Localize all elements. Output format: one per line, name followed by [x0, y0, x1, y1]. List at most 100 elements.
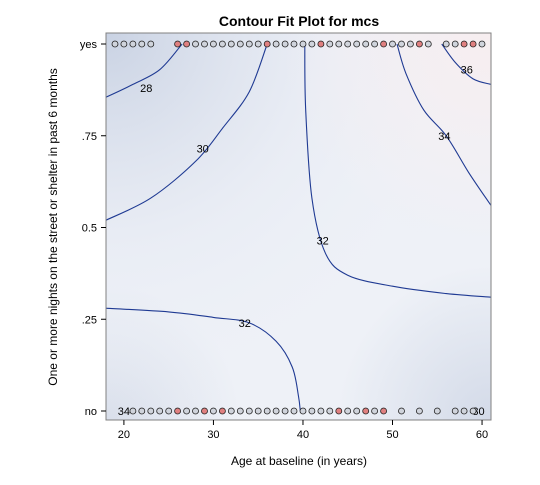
observation-marker-no — [254, 407, 262, 415]
observation-marker-yes — [460, 40, 468, 48]
observation-marker-yes — [209, 40, 217, 48]
observation-marker-no — [165, 407, 173, 415]
observation-marker-yes — [138, 40, 146, 48]
observation-marker-no — [263, 407, 271, 415]
contour-line-34 — [396, 43, 491, 206]
observation-marker-no — [201, 407, 208, 415]
contour-lines — [106, 43, 491, 412]
observation-marker-no — [192, 407, 199, 415]
y-tick-label: .25 — [82, 314, 97, 326]
observation-marker-no — [460, 407, 468, 415]
observation-marker-no — [236, 407, 244, 415]
x-tick-label: 60 — [476, 429, 488, 441]
observation-marker-no — [272, 407, 280, 415]
observation-marker-yes — [218, 40, 226, 48]
observation-marker-yes — [281, 40, 289, 48]
observation-marker-no — [433, 407, 441, 415]
observation-marker-no — [326, 407, 334, 415]
observation-marker-no — [380, 407, 388, 415]
observation-marker-no — [227, 407, 235, 415]
observation-marker-yes — [254, 40, 262, 48]
y-tick-label: no — [85, 406, 97, 418]
contour-label: 32 — [317, 235, 329, 247]
observation-marker-no — [147, 407, 155, 415]
y-axis-ticks: no .25 0.5 .75 yes — [80, 39, 106, 418]
observation-marker-yes — [201, 40, 208, 48]
contour-line-36 — [441, 43, 491, 85]
observation-marker-no — [335, 407, 343, 415]
observation-marker-yes — [174, 40, 182, 48]
observation-marker-yes — [272, 40, 280, 48]
observation-marker-no — [308, 407, 316, 415]
observation-marker-yes — [192, 40, 199, 48]
observation-marker-yes — [415, 40, 423, 48]
contour-line-32 — [106, 307, 301, 412]
contour-line-30 — [106, 43, 268, 221]
observation-marker-no — [398, 407, 405, 415]
observation-marker-yes — [389, 40, 396, 48]
chart-title: Contour Fit Plot for mcs — [219, 13, 379, 29]
observation-marker-yes — [362, 40, 370, 48]
y-axis-label: One or more nights on the street or shel… — [46, 68, 60, 386]
observation-marker-yes — [344, 40, 352, 48]
observation-marker-yes — [299, 40, 307, 48]
observation-marker-yes — [236, 40, 244, 48]
observation-marker-no — [451, 407, 459, 415]
observation-marker-no — [209, 407, 217, 415]
observation-markers — [111, 40, 486, 415]
observation-marker-no — [174, 407, 182, 415]
contour-label: 30 — [197, 144, 209, 156]
observation-marker-no — [183, 407, 191, 415]
plot-shade-high — [106, 33, 491, 420]
observation-marker-no — [371, 407, 379, 415]
observation-marker-yes — [147, 40, 155, 48]
observation-marker-yes — [120, 40, 128, 48]
observation-marker-yes — [442, 40, 450, 48]
observation-marker-no — [317, 407, 325, 415]
observation-marker-yes — [290, 40, 298, 48]
observation-marker-yes — [308, 40, 316, 48]
observation-marker-yes — [335, 40, 343, 48]
observation-marker-yes — [326, 40, 334, 48]
observation-marker-yes — [227, 40, 235, 48]
plot-background — [106, 33, 491, 420]
contour-label: 36 — [461, 65, 473, 77]
observation-marker-yes — [111, 40, 119, 48]
observation-marker-yes — [353, 40, 361, 48]
observation-marker-yes — [424, 40, 432, 48]
contour-label: 34 — [438, 131, 450, 143]
contour-label: 32 — [239, 318, 251, 330]
observation-marker-yes — [317, 40, 325, 48]
observation-marker-no — [281, 407, 289, 415]
observation-marker-no — [290, 407, 298, 415]
observation-marker-yes — [129, 40, 137, 48]
x-tick-label: 40 — [297, 429, 309, 441]
observation-marker-yes — [263, 40, 271, 48]
contour-label: 34 — [118, 406, 130, 418]
x-axis-ticks: 20 30 40 50 60 — [118, 420, 488, 441]
observation-marker-yes — [478, 40, 486, 48]
observation-marker-yes — [451, 40, 459, 48]
observation-marker-yes — [406, 40, 414, 48]
observation-marker-yes — [469, 40, 477, 48]
contour-label: 28 — [140, 83, 152, 95]
observation-marker-no — [362, 407, 370, 415]
observation-marker-no — [218, 407, 226, 415]
observation-marker-yes — [245, 40, 253, 48]
contour-line-28 — [106, 43, 183, 98]
x-tick-label: 50 — [386, 429, 398, 441]
plot-border — [105, 32, 492, 421]
observation-marker-no — [138, 407, 146, 415]
observation-marker-yes — [380, 40, 388, 48]
x-axis-label: Age at baseline (in years) — [231, 454, 367, 468]
plot-frame — [105, 32, 492, 421]
y-tick-label: 0.5 — [82, 223, 97, 235]
y-tick-label: .75 — [82, 131, 97, 143]
observation-marker-no — [344, 407, 352, 415]
observation-marker-no — [415, 407, 423, 415]
observation-marker-yes — [398, 40, 405, 48]
observation-marker-no — [129, 407, 137, 415]
y-tick-label: yes — [80, 39, 98, 51]
